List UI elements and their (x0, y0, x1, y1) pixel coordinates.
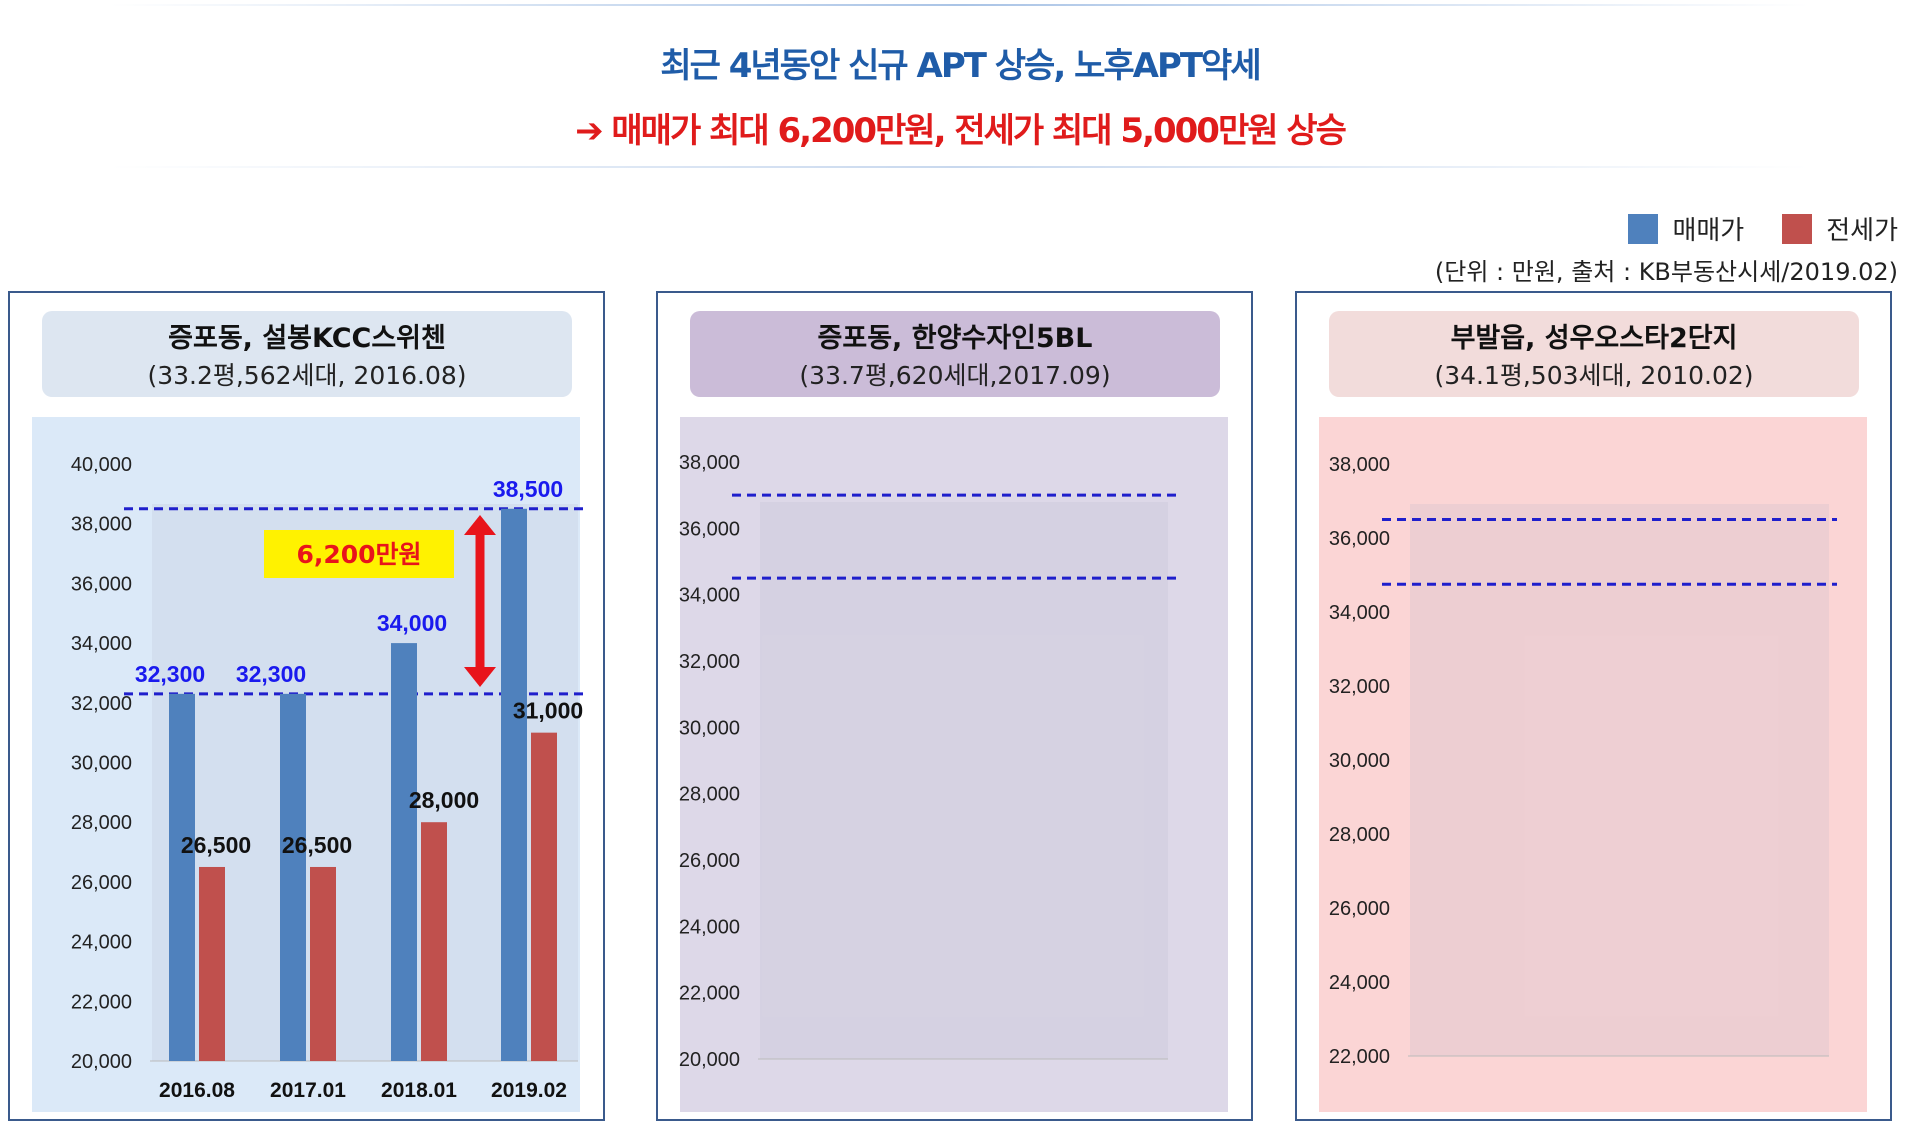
chart-header-box (42, 311, 572, 397)
y-tick-label: 38,000 (1329, 454, 1390, 476)
bar-jeonse (199, 866, 225, 1061)
legend-swatch-sale (1628, 213, 1659, 244)
data-label-jeonse: 26,500 (181, 832, 251, 858)
title-divider (110, 166, 1810, 168)
x-tick-label: 2018.01 (381, 1079, 457, 1102)
legend: 매매가 전세가 (1590, 210, 1898, 247)
legend-label-jeonse: 전세가 (1826, 216, 1898, 246)
annotation-box (264, 530, 454, 578)
y-tick-label: 34,000 (1329, 602, 1390, 624)
y-tick-label: 30,000 (1329, 750, 1390, 772)
y-tick-label: 24,000 (71, 932, 132, 954)
plot-background (1319, 417, 1867, 1112)
page-subtitle: ➔ 매매가 최대 6,200만원, 전세가 최대 5,000만원 상승 (0, 103, 1920, 152)
y-tick-label: 24,000 (679, 916, 740, 938)
chart-3: 부발읍, 성우오스타2단지 (34.1평,503세대, 2010.02) 22,00… (1319, 311, 1867, 1112)
red-arrow-icon: ➔ (575, 111, 603, 151)
bar-sale (280, 693, 306, 1061)
y-tick-label: 28,000 (679, 784, 740, 806)
bar-sale (501, 508, 527, 1061)
legend-item-jeonse: 전세가 (1782, 210, 1898, 247)
x-tick-label: 2016.08 (159, 1079, 235, 1102)
plot-area (760, 502, 1168, 1059)
y-tick-label: 36,000 (1329, 528, 1390, 550)
y-tick-label: 40,000 (71, 454, 132, 476)
y-tick-label: 36,000 (71, 573, 132, 595)
y-tick-label: 32,000 (1329, 676, 1390, 698)
y-tick-label: 34,000 (679, 585, 740, 607)
chart-title: 증포동, 한양수자인5BL (818, 323, 1093, 354)
y-tick-label: 20,000 (71, 1051, 132, 1073)
y-tick-label: 24,000 (1329, 972, 1390, 994)
y-tick-label: 28,000 (1329, 824, 1390, 846)
y-tick-label: 32,000 (679, 651, 740, 673)
bar-jeonse (531, 732, 557, 1061)
bar-jeonse (421, 822, 447, 1061)
data-label-sale: 32,300 (135, 661, 205, 687)
y-tick-label: 20,000 (679, 1049, 740, 1071)
plot-area (1410, 504, 1829, 1056)
chart-panel-3: 부발읍, 성우오스타2단지 (34.1평,503세대, 2010.02) 22,00… (1295, 291, 1892, 1121)
unit-note: (단위 : 만원, 출처 : KB부동산시세/2019.02) (1434, 258, 1898, 286)
top-divider (110, 4, 1810, 6)
chart-subtitle: (34.1평,503세대, 2010.02) (1434, 361, 1753, 390)
chart-header-box (1329, 311, 1859, 397)
y-tick-label: 26,000 (679, 850, 740, 872)
y-tick-label: 36,000 (679, 518, 740, 540)
data-label-jeonse: 31,000 (513, 698, 583, 724)
bar-jeonse (310, 866, 336, 1061)
x-tick-label: 2019.02 (491, 1079, 567, 1102)
chart-subtitle: (33.2평,562세대, 2016.08) (147, 361, 466, 390)
chart-subtitle: (33.7평,620세대,2017.09) (799, 361, 1110, 390)
y-tick-label: 28,000 (71, 812, 132, 834)
page-subtitle-text: 매매가 최대 6,200만원, 전세가 최대 5,000만원 상승 (611, 111, 1347, 151)
arrow-head-down-icon (464, 667, 496, 687)
plot-background (680, 417, 1228, 1112)
chart-title: 증포동, 설봉KCC스위첸 (168, 323, 446, 354)
arrow-head-up-icon (464, 515, 496, 535)
y-tick-label: 22,000 (1329, 1046, 1390, 1068)
legend-swatch-jeonse (1782, 213, 1813, 244)
data-label-sale: 38,500 (493, 476, 563, 502)
data-label-jeonse: 28,000 (409, 787, 479, 813)
y-tick-label: 22,000 (71, 991, 132, 1013)
chart-title: 부발읍, 성우오스타2단지 (1451, 323, 1738, 354)
data-label-sale: 32,300 (236, 661, 306, 687)
x-tick-label: 2017.01 (270, 1079, 346, 1102)
y-tick-label: 22,000 (679, 983, 740, 1005)
y-tick-label: 30,000 (71, 753, 132, 775)
bar-sale (391, 643, 417, 1061)
chart-header-box (690, 311, 1220, 397)
legend-label-sale: 매매가 (1672, 216, 1745, 246)
y-tick-label: 26,000 (1329, 898, 1390, 920)
page-title: 최근 4년동안 신규 APT 상승, 노후APT약세 (660, 46, 1261, 86)
chart-panel-2: 증포동, 한양수자인5BL (33.7평,620세대,2017.09) 20,000… (656, 291, 1253, 1121)
data-label-jeonse: 26,500 (282, 832, 352, 858)
y-tick-label: 30,000 (679, 717, 740, 739)
y-tick-label: 32,000 (71, 693, 132, 715)
chart-panel-1: 증포동, 설봉KCC스위첸 (33.2평,562세대, 2016.08) 20,00… (8, 291, 605, 1121)
y-tick-label: 34,000 (71, 633, 132, 655)
bar-sale (169, 693, 195, 1061)
legend-item-sale: 매매가 (1628, 210, 1744, 247)
chart-2: 증포동, 한양수자인5BL (33.7평,620세대,2017.09) 20,000… (679, 311, 1228, 1112)
y-tick-label: 38,000 (679, 452, 740, 474)
chart-1: 증포동, 설봉KCC스위첸 (33.2평,562세대, 2016.08) 20,00… (32, 311, 586, 1112)
y-tick-label: 26,000 (71, 872, 132, 894)
annotation-text: 6,200만원 (296, 540, 421, 569)
data-label-sale: 34,000 (377, 610, 447, 636)
y-tick-label: 38,000 (71, 514, 132, 536)
